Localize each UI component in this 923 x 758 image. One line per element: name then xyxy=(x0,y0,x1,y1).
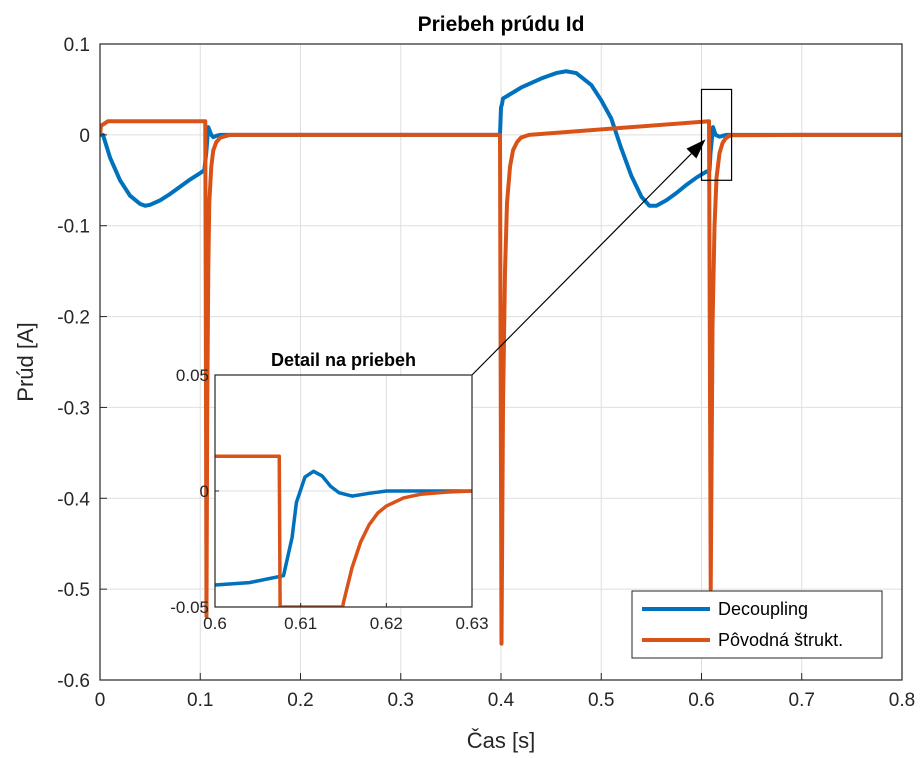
inset-series-line-decoupling xyxy=(215,469,472,587)
series-line-povodna xyxy=(100,119,902,646)
x-axis-label: Čas [s] xyxy=(467,728,535,753)
zoom-arrow-head xyxy=(686,139,706,159)
zoom-annotations xyxy=(471,88,733,376)
main-y-tick-label: -0.6 xyxy=(57,671,90,692)
main-x-tick-label: 0.8 xyxy=(889,690,915,711)
legend-label-povodna: Pôvodná štrukt. xyxy=(718,630,843,650)
main-x-tick-label: 0.6 xyxy=(688,690,714,711)
inset-y-tick-label: 0 xyxy=(200,482,209,501)
inset-series xyxy=(215,454,472,607)
main-x-tick-label: 0.4 xyxy=(488,690,515,711)
zoom-rectangle xyxy=(700,88,733,181)
y-axis-label: Prúd [A] xyxy=(13,322,38,401)
inset-x-tick-label: 0.62 xyxy=(370,614,403,633)
inset-y-ticks: 0.05 0 -0.05 xyxy=(170,366,219,617)
main-y-tick-label: -0.1 xyxy=(57,217,90,238)
main-y-tick-label: -0.2 xyxy=(57,308,90,329)
inset-axes: 0.6 0.61 0.62 0.63 0.05 0 -0.05 Detail na pri… xyxy=(170,350,488,633)
inset-series-line-povodna xyxy=(215,454,472,607)
main-x-tick-label: 0.7 xyxy=(789,690,815,711)
inset-y-tick-label: -0.05 xyxy=(170,598,209,617)
zoom-arrow-line xyxy=(471,153,692,376)
main-y-tick-label: -0.4 xyxy=(57,489,90,510)
main-x-tick-label: 0.5 xyxy=(588,690,614,711)
main-y-tick-label: 0 xyxy=(79,126,90,147)
inset-x-tick-label: 0.63 xyxy=(455,614,488,633)
inset-title: Detail na priebeh xyxy=(271,350,416,370)
main-y-tick-label: -0.5 xyxy=(57,580,90,601)
main-x-tick-label: 0.2 xyxy=(287,690,313,711)
inset-x-tick-label: 0.61 xyxy=(284,614,317,633)
inset-y-tick-label: 0.05 xyxy=(176,366,209,385)
main-y-tick-label: 0.1 xyxy=(64,35,90,56)
legend-label-decoupling: Decoupling xyxy=(718,599,808,619)
inset-x-ticks: 0.6 0.61 0.62 0.63 xyxy=(203,603,489,633)
legend-box xyxy=(631,590,883,659)
main-x-tick-label: 0.3 xyxy=(388,690,414,711)
main-y-ticks: 0.1 0 -0.1 -0.2 -0.3 -0.4 -0.5 -0.6 xyxy=(57,35,107,692)
main-x-tick-label: 0.1 xyxy=(187,690,213,711)
series-line-decoupling xyxy=(100,69,902,208)
chart-title: Priebeh prúdu Id xyxy=(418,13,585,36)
main-series xyxy=(100,69,902,646)
main-x-ticks: 0 0.1 0.2 0.3 0.4 0.5 0.6 0.7 0.8 xyxy=(95,673,915,711)
inset-x-tick-label: 0.6 xyxy=(203,614,227,633)
main-y-tick-label: -0.3 xyxy=(57,398,90,419)
main-x-tick-label: 0 xyxy=(95,690,106,711)
legend: Decoupling Pôvodná štrukt. xyxy=(631,590,883,659)
